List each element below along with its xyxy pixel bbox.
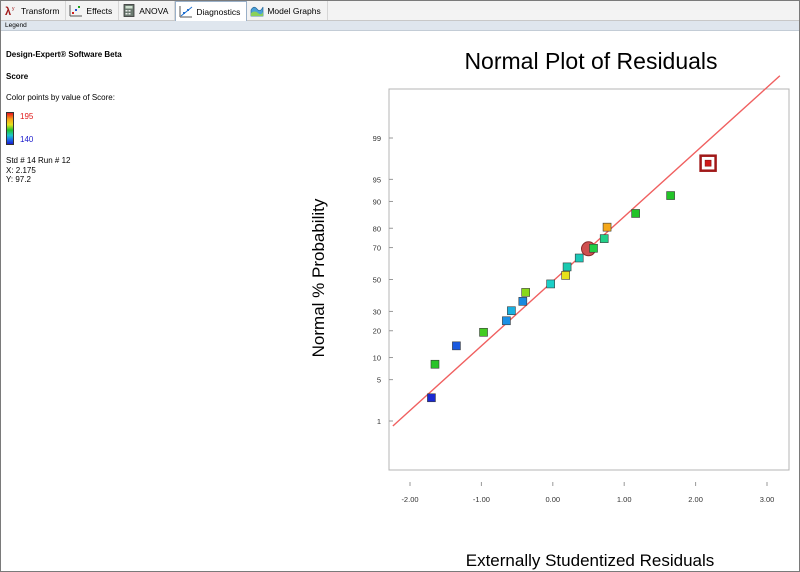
y-readout: Y: 97.2	[6, 175, 31, 184]
tab-label: Diagnostics	[196, 6, 241, 17]
legend-panel: Design-Expert® Software Beta Score Color…	[6, 50, 156, 103]
tab-model-graphs[interactable]: Model Graphs	[247, 1, 328, 20]
software-name: Design-Expert® Software Beta	[6, 50, 122, 59]
color-scale-high: 195	[20, 112, 34, 121]
tab-label: Model Graphs	[267, 5, 321, 16]
tab-label: Effects	[86, 5, 113, 16]
calculator-icon	[122, 4, 136, 17]
svg-text:y: y	[12, 6, 15, 12]
response-name: Score	[6, 71, 29, 81]
legend-header: Legend	[1, 21, 799, 31]
tab-label: ANOVA	[139, 5, 169, 16]
tab-effects[interactable]: Effects	[66, 1, 120, 20]
model-graphs-icon	[250, 4, 264, 17]
effects-icon	[69, 4, 83, 17]
tab-anova[interactable]: ANOVA	[119, 1, 176, 20]
svg-text:λ: λ	[5, 6, 11, 17]
x-readout: X: 2.175	[6, 165, 36, 175]
selected-point: Std # 14 Run # 12	[6, 156, 71, 165]
point-info: Std # 14 Run # 12 X: 2.175 Y: 97.2	[6, 156, 71, 185]
color-caption: Color points by value of Score:	[6, 93, 115, 102]
diagnostics-icon	[179, 5, 193, 18]
color-scale-bar	[6, 112, 14, 145]
tab-label: Transform	[21, 5, 60, 16]
color-scale-low: 140	[20, 135, 34, 144]
tab-diagnostics[interactable]: Diagnostics	[175, 1, 248, 21]
